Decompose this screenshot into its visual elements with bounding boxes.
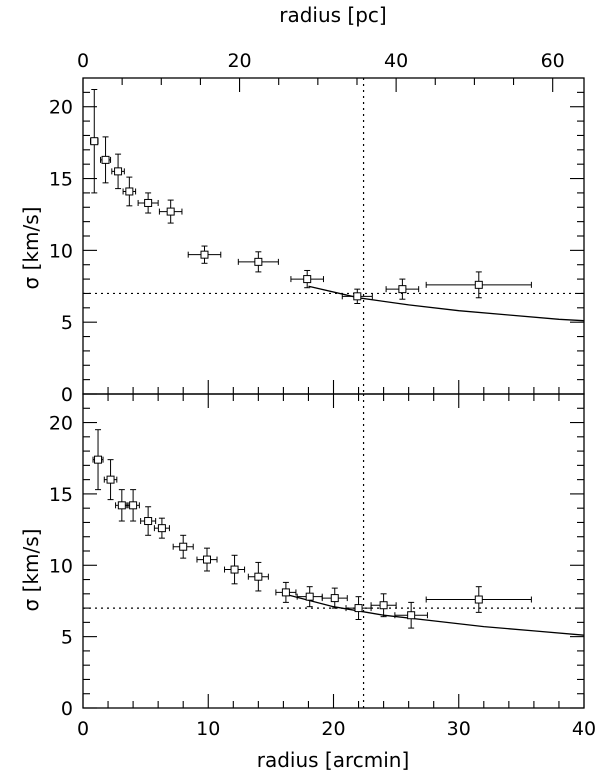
square-marker	[166, 207, 175, 216]
bottom-panel-data-point	[103, 459, 118, 501]
top-panel-data-point	[290, 269, 324, 289]
square-marker	[90, 137, 99, 146]
square-marker	[144, 517, 153, 526]
bottom-panel-data-point	[126, 489, 140, 522]
square-marker	[305, 592, 314, 601]
top-panel-data-point	[158, 199, 183, 224]
square-marker	[281, 588, 290, 597]
top-panel-plot: 0 20 40 60 0 5 10 15 20	[49, 50, 585, 406]
square-marker	[230, 565, 239, 574]
square-marker	[398, 285, 407, 294]
square-marker	[125, 187, 134, 196]
x-tick-label: 20	[321, 718, 345, 740]
bottom-panel-data-point	[296, 586, 323, 608]
x-tick-label: 10	[196, 718, 220, 740]
x-tick-label: 0	[77, 718, 89, 740]
bottom-panel-data-point	[321, 587, 348, 609]
square-marker	[354, 604, 363, 613]
top-panel-data-point	[341, 288, 373, 305]
y-tick-label: 20	[49, 413, 73, 435]
square-marker	[303, 275, 312, 284]
top-panel-model-curve	[308, 285, 585, 322]
top-panel-data-point	[111, 153, 125, 190]
top-panel-data-point	[425, 271, 532, 299]
square-marker	[407, 611, 416, 620]
pc-tick-label: 40	[384, 50, 408, 72]
bottom-panel-model-curve	[283, 593, 585, 636]
bottom-panel-data-point	[224, 554, 246, 585]
square-marker	[474, 595, 483, 604]
bottom-panel-data-point	[115, 489, 129, 522]
bottom-panel-data-point	[370, 593, 397, 618]
top-panel-data-point	[237, 251, 279, 273]
square-marker	[114, 167, 123, 176]
bottom-panel-data-point	[425, 586, 532, 613]
y-tick-label: 5	[61, 312, 73, 334]
square-marker	[179, 542, 188, 551]
square-marker	[157, 524, 166, 533]
pc-tick-label: 20	[227, 50, 251, 72]
y-tick-label: 15	[49, 169, 73, 191]
square-marker	[117, 501, 126, 510]
bottom-panel-data-point	[275, 581, 297, 603]
bottom-panel-data-point	[140, 506, 157, 536]
bottom-panel-data-point	[92, 429, 104, 491]
square-marker	[144, 198, 153, 207]
bottom-panel-frame	[82, 393, 585, 709]
pc-tick-label: 0	[77, 50, 89, 72]
bottom-panel-data-point	[153, 517, 170, 539]
bottom-panel-plot: 0 10 20 30 40 0 5 10 15 20	[49, 393, 596, 740]
y-tick-label: 0	[61, 698, 73, 720]
y-tick-label: 10	[49, 555, 73, 577]
bottom-panel-y-axis-title: σ [km/s]	[19, 529, 43, 612]
x-tick-label: 40	[572, 718, 596, 740]
y-tick-label: 20	[49, 97, 73, 119]
bottom-panel-data-point	[196, 547, 218, 572]
bottom-panel-data-point	[345, 596, 372, 621]
y-tick-label: 0	[61, 384, 73, 406]
square-marker	[330, 594, 339, 603]
bottom-panel-data-point	[247, 561, 269, 592]
square-marker	[101, 155, 110, 164]
square-marker	[200, 250, 209, 259]
top-axis-title: radius [pc]	[279, 3, 386, 27]
top-panel-data-point	[187, 245, 222, 264]
square-marker	[202, 555, 211, 564]
top-panel-data-point	[137, 192, 159, 214]
y-tick-label: 15	[49, 484, 73, 506]
y-tick-label: 5	[61, 627, 73, 649]
bottom-panel-data-point	[394, 601, 428, 629]
square-marker	[254, 572, 263, 581]
square-marker	[129, 501, 138, 510]
square-marker	[106, 475, 115, 484]
square-marker	[94, 455, 103, 464]
top-panel-data-point	[385, 278, 420, 300]
top-panel-frame	[82, 77, 585, 395]
x-tick-label: 30	[447, 718, 471, 740]
top-panel-data-point	[122, 176, 137, 207]
pc-tick-label: 60	[541, 50, 565, 72]
square-marker	[474, 280, 483, 289]
top-panel-y-axis-title: σ [km/s]	[19, 207, 43, 290]
bottom-panel-data-point	[172, 534, 194, 559]
square-marker	[254, 257, 263, 266]
top-panel-data-point	[100, 136, 112, 184]
square-marker	[353, 292, 362, 301]
y-tick-label: 10	[49, 240, 73, 262]
bottom-axis-title: radius [arcmin]	[257, 748, 410, 772]
top-panel-data-point	[90, 88, 99, 194]
square-marker	[379, 601, 388, 610]
